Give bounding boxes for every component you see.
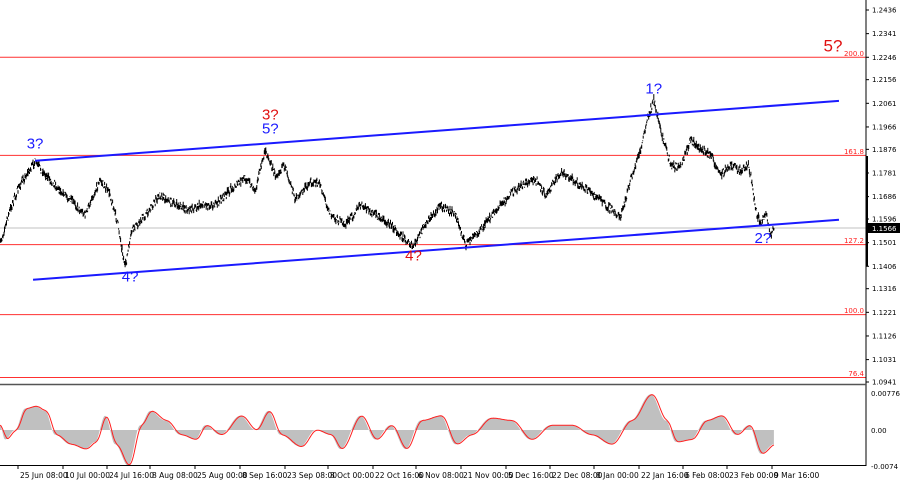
- time-tick-label: 22 Oct 16:00: [375, 471, 424, 480]
- price-tick-label: 1.2156: [872, 76, 897, 84]
- fibonacci-levels: 200.0 161.8 127.2 100.0 76.4: [0, 50, 866, 379]
- lower-channel-line[interactable]: [32, 218, 840, 281]
- fib-level-label: 100.0: [844, 307, 864, 315]
- price-tick-label: 1.2246: [872, 54, 897, 62]
- time-tick-label: 22 Dec 08:00: [552, 471, 603, 480]
- time-tick-label: 23 Sep 08:00: [287, 471, 337, 480]
- price-tick-label: 1.1686: [872, 193, 897, 201]
- price-bars: [0, 94, 775, 268]
- price-series: [0, 94, 775, 268]
- price-tick-label: 1.0941: [872, 379, 897, 387]
- price-tick-label: 1.1221: [872, 309, 897, 317]
- price-tick-label: 1.1966: [872, 123, 897, 131]
- wave-label: 5?: [262, 120, 279, 137]
- osc-tick-top: 0.00776: [871, 390, 900, 398]
- time-tick-label: 21 Nov 00:00: [463, 471, 514, 480]
- fib-level-label: 200.0: [844, 50, 864, 58]
- time-tick-label: 24 Jul 16:00: [109, 471, 154, 480]
- wave-label: 4?: [122, 268, 139, 285]
- channel-lines[interactable]: [32, 99, 840, 281]
- time-tick-label: 8 Aug 08:00: [152, 471, 198, 480]
- wave-label: 3?: [262, 107, 279, 124]
- price-tick-label: 1.1406: [872, 263, 897, 271]
- upper-channel-line[interactable]: [34, 99, 840, 162]
- time-tick-label: 6 Nov 08:00: [418, 471, 464, 480]
- osc-tick-zero: 0.00: [871, 427, 887, 435]
- time-tick-label: 8 Sep 16:00: [242, 471, 288, 480]
- oscillator-pane: [0, 394, 775, 466]
- osc-tick-bottom: -0.0074: [871, 463, 899, 471]
- price-tick-label: 1.2341: [872, 30, 897, 38]
- wave-label: 2?: [755, 230, 772, 247]
- time-tick-label: 5 Dec 16:00: [508, 471, 554, 480]
- oscillator-axis: 0.00776 0.00 -0.0074: [871, 390, 900, 471]
- time-tick-label: 6 Feb 08:00: [685, 471, 730, 480]
- time-tick-label: 8 Jan 00:00: [596, 471, 639, 480]
- macd-signal-line: [0, 394, 775, 466]
- price-tick-label: 1.2436: [872, 7, 897, 15]
- wave-label: 5?: [824, 36, 843, 55]
- fib-level-label: 76.4: [848, 370, 864, 378]
- price-tick-label: 1.1316: [872, 285, 897, 293]
- price-range-bar: [866, 156, 868, 266]
- price-tick-label: 1.2061: [872, 100, 897, 108]
- time-tick-label: 8 Oct 00:00: [330, 471, 374, 480]
- wave-label: 1?: [645, 81, 662, 98]
- wave-label: 3?: [27, 135, 44, 152]
- wave-labels: 3?4?3?5?4?1?2?5?: [27, 36, 843, 285]
- time-tick-label: 25 Jun 08:00: [20, 471, 68, 480]
- price-tick-label: 1.1781: [872, 169, 897, 177]
- price-tick-label: 1.1596: [872, 216, 897, 224]
- time-tick-label: 10 Jul 00:00: [65, 471, 110, 480]
- price-axis: 1.2436 1.2341 1.2246 1.2156 1.2061 1.1966 1.18…: [866, 7, 897, 387]
- fib-level-label: 161.8: [844, 148, 864, 156]
- macd-histogram: [0, 394, 774, 466]
- current-price-badge: 1.1566: [868, 223, 900, 233]
- price-tick-label: 1.1031: [872, 356, 897, 364]
- price-tick-label: 1.1501: [872, 239, 897, 247]
- time-tick-label: 25 Aug 00:00: [197, 471, 248, 480]
- fib-level-label: 127.2: [844, 237, 864, 245]
- price-tick-label: 1.1126: [872, 332, 897, 340]
- wave-label: 4?: [405, 247, 422, 264]
- time-tick-label: 23 Feb 00:00: [729, 471, 778, 480]
- time-tick-label: 22 Jan 16:00: [641, 471, 689, 480]
- time-tick-label: 9 Mar 16:00: [774, 471, 820, 480]
- current-price-label: 1.1566: [872, 225, 897, 233]
- price-tick-label: 1.1876: [872, 146, 897, 154]
